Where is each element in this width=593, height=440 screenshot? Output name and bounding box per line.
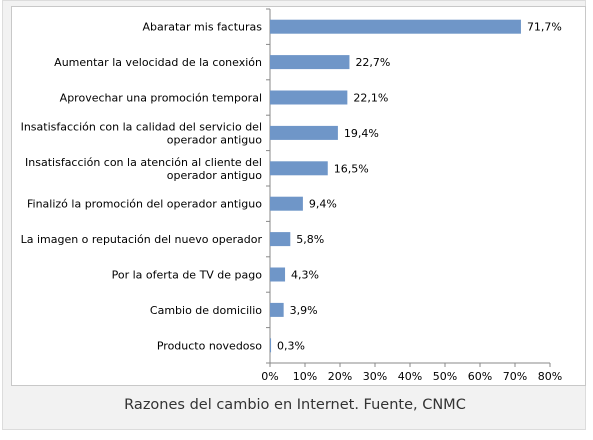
figure-frame: 0% 10% 20% 30% 40% 50% 60% 70% 80% 71,7% Abaratar … bbox=[2, 0, 586, 430]
data-label: 22,1% bbox=[353, 92, 388, 105]
category-label: Por la oferta de TV de pago bbox=[112, 269, 263, 282]
category-label: operador antiguo bbox=[167, 133, 263, 146]
data-label: 71,7% bbox=[527, 21, 562, 34]
category-label: Cambio de domicilio bbox=[150, 304, 262, 317]
bar bbox=[270, 125, 338, 140]
category-label: Producto novedoso bbox=[157, 339, 262, 352]
bar bbox=[270, 19, 521, 34]
bar bbox=[270, 338, 272, 353]
data-label: 0,3% bbox=[277, 339, 305, 352]
category-label: operador antiguo bbox=[167, 169, 263, 182]
figure-caption: Razones del cambio en Internet. Fuente, … bbox=[124, 397, 466, 413]
x-tick-label: 20% bbox=[328, 370, 352, 383]
data-label: 19,4% bbox=[344, 127, 379, 140]
category-label: Insatisfacción con la atención al client… bbox=[25, 156, 262, 169]
bar bbox=[270, 267, 286, 282]
x-tick-label: 10% bbox=[293, 370, 317, 383]
bar bbox=[270, 232, 291, 247]
data-label: 4,3% bbox=[291, 269, 319, 282]
category-label: Abaratar mis facturas bbox=[142, 21, 262, 34]
bar bbox=[270, 90, 348, 105]
category-label: Insatisfacción con la calidad del servic… bbox=[21, 120, 262, 133]
x-tick-label: 70% bbox=[503, 370, 527, 383]
category-label: Finalizó la promoción del operador antig… bbox=[27, 198, 262, 211]
x-tick-label: 40% bbox=[398, 370, 422, 383]
x-tick-label: 60% bbox=[468, 370, 492, 383]
x-tick-label: 50% bbox=[433, 370, 457, 383]
chart-area: 0% 10% 20% 30% 40% 50% 60% 70% 80% 71,7% Abaratar … bbox=[11, 6, 586, 386]
category-label: Aprovechar una promoción temporal bbox=[60, 92, 262, 105]
bar bbox=[270, 302, 284, 317]
category-label: Aumentar la velocidad de la conexión bbox=[54, 56, 262, 69]
data-label: 3,9% bbox=[290, 304, 318, 317]
data-label: 9,4% bbox=[309, 198, 337, 211]
bar bbox=[270, 196, 303, 211]
x-tick-label: 30% bbox=[363, 370, 387, 383]
data-label: 22,7% bbox=[355, 56, 390, 69]
data-label: 5,8% bbox=[296, 233, 324, 246]
data-label: 16,5% bbox=[334, 162, 369, 175]
category-label: La imagen o reputación del nuevo operado… bbox=[21, 233, 263, 246]
bar bbox=[270, 161, 328, 176]
bar-chart: 0% 10% 20% 30% 40% 50% 60% 70% 80% 71,7% Abaratar … bbox=[21, 8, 562, 383]
x-tick-label: 0% bbox=[261, 370, 278, 383]
x-tick-label: 80% bbox=[538, 370, 562, 383]
bar bbox=[270, 55, 350, 70]
